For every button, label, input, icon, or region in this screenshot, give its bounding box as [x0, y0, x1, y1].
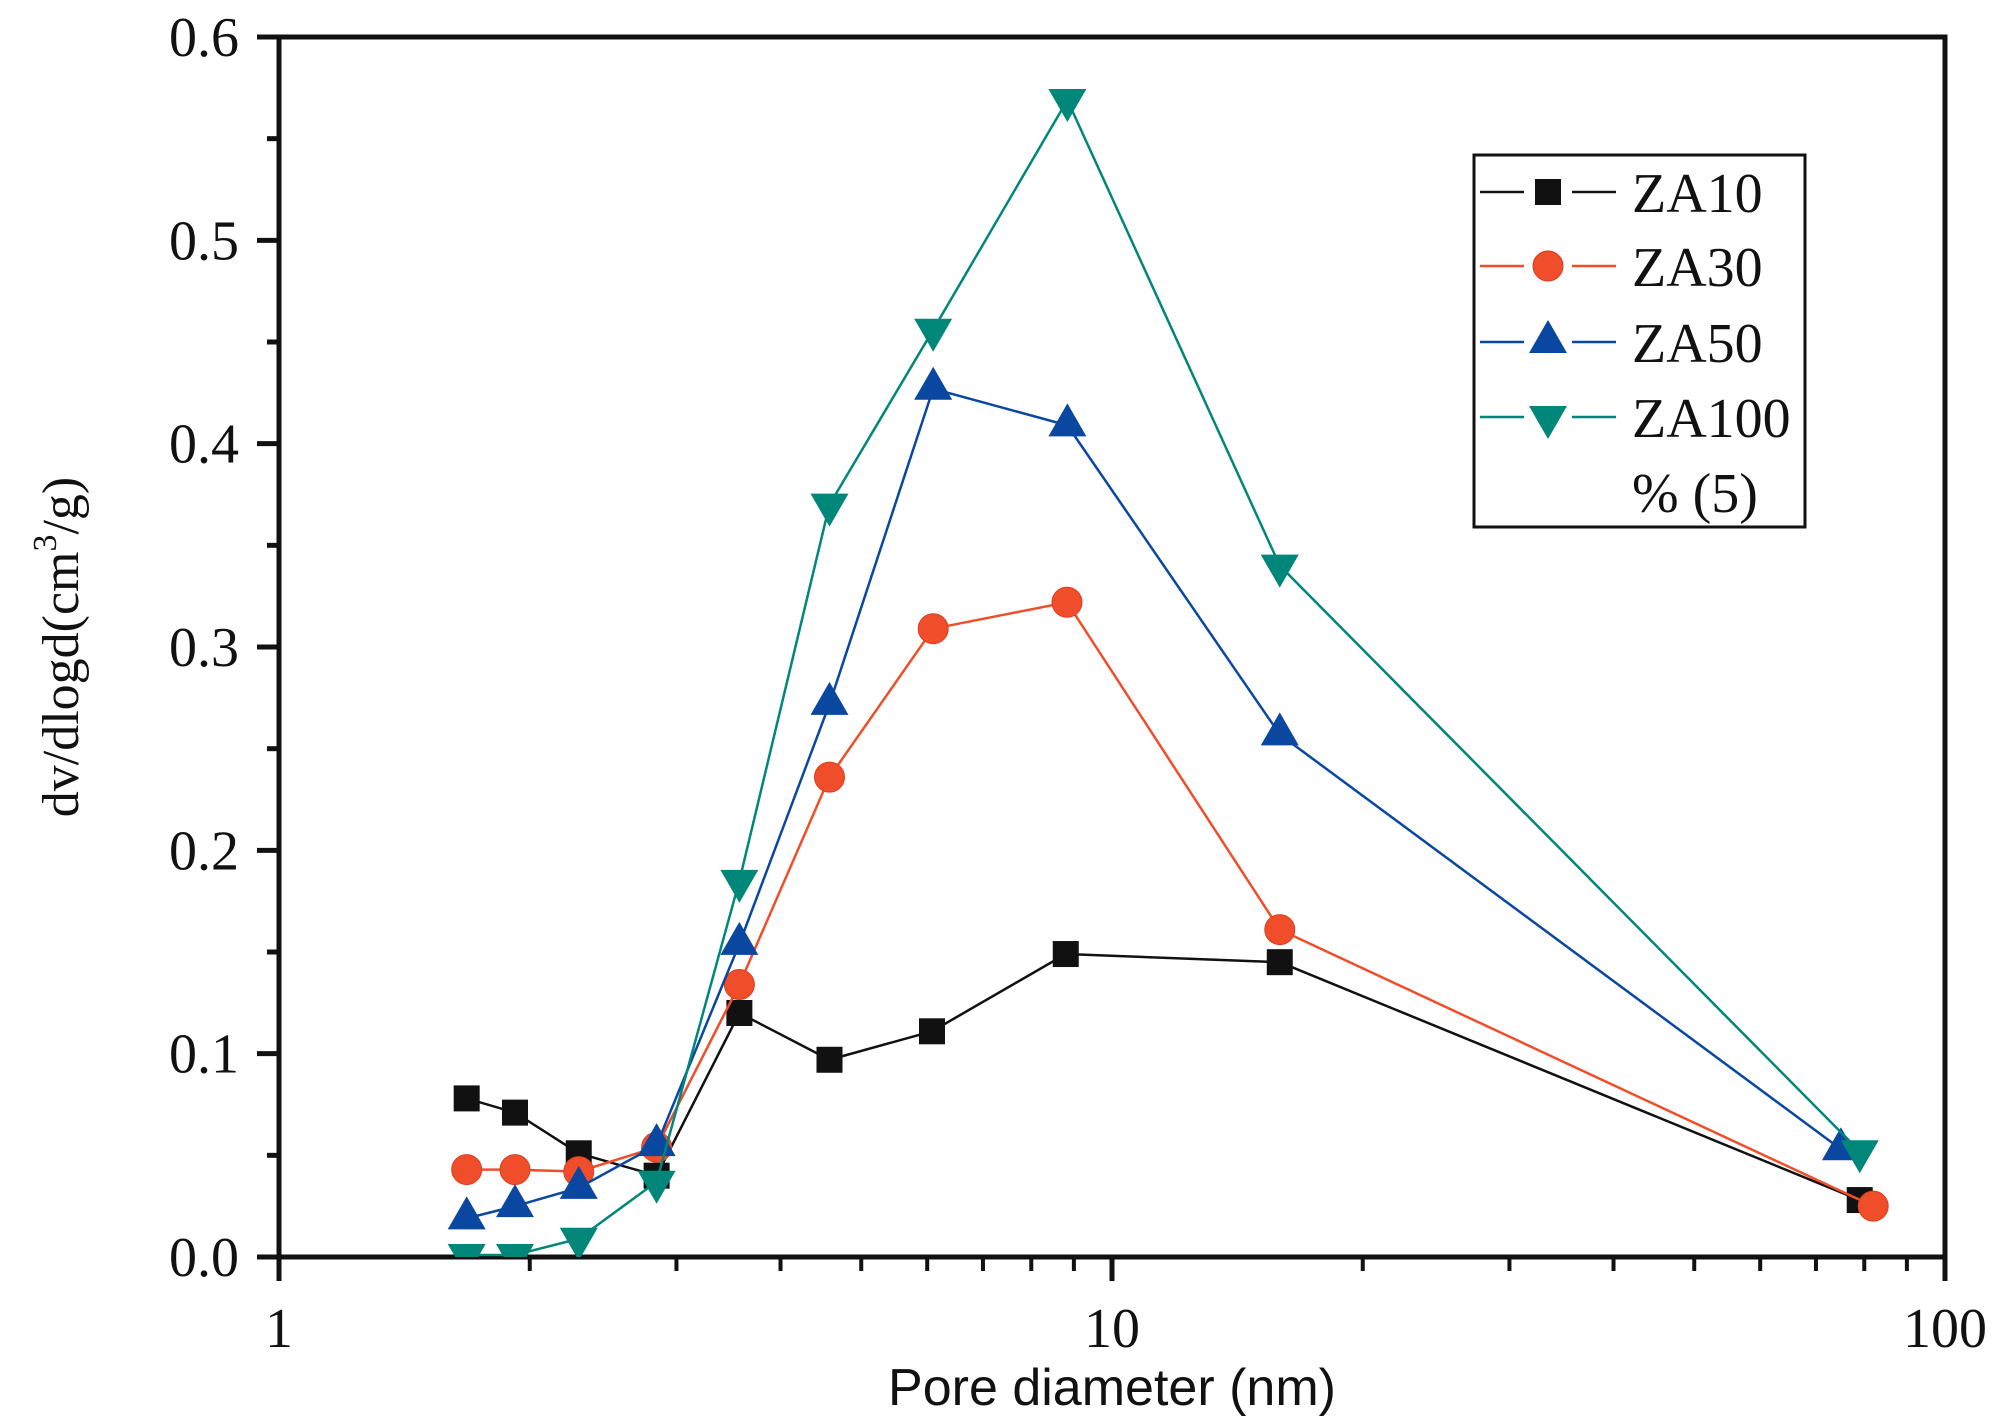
data-point-za50-0 [447, 1196, 486, 1230]
data-point-za100-3 [637, 1170, 676, 1204]
data-point-za100-9 [1840, 1140, 1879, 1174]
x-tick-label: 100 [1903, 1298, 1987, 1360]
series-za10 [453, 941, 1873, 1214]
axes: 0.0 0.1 0.2 0.3 0.4 0.5 0.6 1 10 100 [169, 7, 1987, 1360]
series-line-za100 [466, 97, 1861, 1257]
data-point-za50-6 [914, 366, 953, 400]
y-axis-title: dv/dlogd(cm3/g) [27, 477, 90, 818]
data-point-za50-8 [1260, 712, 1299, 746]
data-point-za100-1 [495, 1243, 534, 1257]
legend-label: ZA30 [1632, 237, 1763, 299]
legend-box [1472, 153, 1807, 529]
y-tick-label: 0.2 [169, 820, 239, 882]
data-point-za100-7 [1048, 89, 1087, 123]
y-tick-label: 0.5 [169, 210, 239, 272]
data-point-za30-5 [814, 761, 846, 793]
x-tick-label: 10 [1084, 1298, 1140, 1360]
legend-item-za100: ZA100 [1480, 388, 1791, 450]
data-point-za50-2 [559, 1165, 598, 1199]
y-axis-title-unit: /g) [33, 477, 90, 535]
legend-label: ZA50 [1632, 313, 1763, 375]
data-point-za10-4 [726, 1000, 753, 1026]
data-point-za30-8 [1264, 914, 1296, 946]
data-point-za30-9 [1857, 1190, 1889, 1222]
y-axis-title-main: dv/dlogd(cm [33, 552, 90, 818]
series-line-za30 [466, 600, 1874, 1208]
data-point-za100-8 [1260, 554, 1299, 588]
y-tick-label: 0.0 [169, 1227, 239, 1289]
data-point-za10-0 [453, 1085, 480, 1112]
legend-label: ZA10 [1632, 163, 1763, 225]
legend-marker-triangle-down [1529, 406, 1567, 439]
data-point-za30-7 [1051, 586, 1083, 618]
legend-marker-circle [1532, 250, 1564, 282]
series-line-za10 [466, 952, 1861, 1202]
series-za30 [451, 586, 1889, 1222]
legend-item-za50: ZA50 [1480, 313, 1763, 375]
legend-item-za30: ZA30 [1480, 237, 1763, 299]
data-point-za10-8 [1266, 949, 1293, 976]
data-point-za30-1 [499, 1154, 531, 1186]
data-point-za50-5 [810, 681, 849, 715]
legend-label: ZA100 [1632, 388, 1791, 450]
y-axis-title-superscript: 3 [27, 535, 64, 552]
data-point-za100-5 [810, 493, 849, 527]
y-tick-label: 0.1 [169, 1024, 239, 1086]
data-point-za100-4 [720, 869, 759, 903]
series-za50 [447, 366, 1860, 1230]
y-tick-label: 0.6 [169, 7, 239, 69]
data-point-za100-0 [447, 1243, 486, 1257]
data-point-za30-0 [451, 1154, 483, 1186]
data-point-za10-7 [1052, 941, 1079, 968]
data-point-za100-2 [559, 1227, 598, 1257]
legend-extra-label: % (5) [1632, 463, 1758, 525]
data-point-za10-1 [501, 1099, 528, 1126]
data-point-za100-6 [914, 318, 953, 352]
series-za100 [447, 89, 1879, 1257]
x-tick-label: 1 [265, 1298, 293, 1360]
data-point-za50-1 [495, 1184, 534, 1218]
plot-area [447, 89, 1889, 1257]
y-tick-label: 0.4 [169, 414, 239, 476]
x-axis-title: Pore diameter (nm) [888, 1359, 1336, 1417]
data-point-za10-5 [816, 1046, 843, 1073]
legend-marker-square [1535, 179, 1561, 205]
data-point-za50-4 [720, 921, 759, 955]
data-point-za50-7 [1048, 403, 1087, 437]
data-point-za30-6 [917, 613, 949, 645]
legend-marker-triangle-up [1529, 320, 1567, 353]
series-line-za50 [466, 387, 1842, 1220]
legend: ZA10 ZA30 ZA50 ZA100 % (5) [1472, 153, 1807, 529]
y-tick-label: 0.3 [169, 617, 239, 679]
data-point-za10-6 [918, 1018, 945, 1045]
legend-item-za10: ZA10 [1480, 163, 1763, 225]
data-point-za30-4 [723, 969, 755, 1001]
